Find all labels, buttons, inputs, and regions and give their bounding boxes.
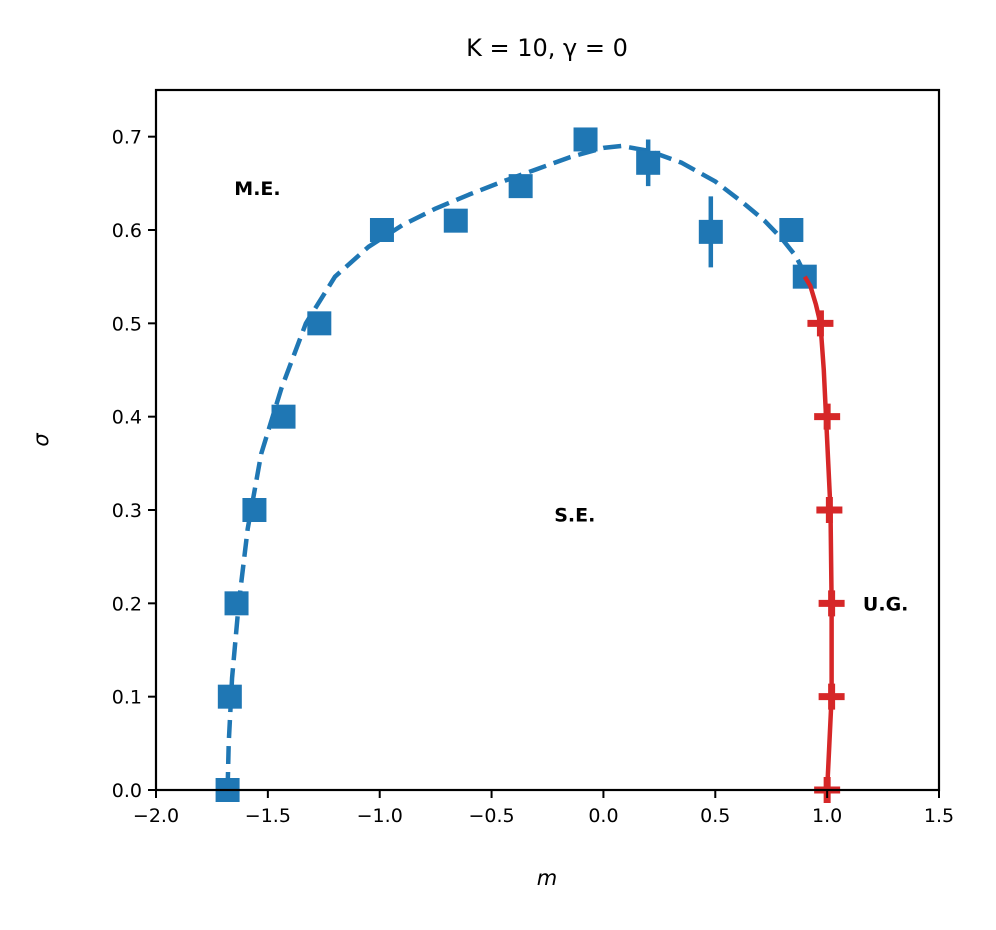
data-point (369, 218, 394, 242)
region-label: M.E. (234, 178, 280, 200)
chart-title: K = 10, γ = 0 (466, 34, 628, 62)
data-point (818, 590, 845, 617)
x-tick-label: −1.0 (357, 805, 403, 827)
x-tick-label: 0.5 (700, 805, 730, 827)
data-layer (215, 127, 845, 803)
data-point (814, 403, 841, 430)
fit-curve (802, 275, 834, 791)
data-point (698, 219, 723, 244)
x-axis-label: m (537, 866, 557, 890)
y-tick-label: 0.7 (112, 127, 142, 149)
data-point (224, 591, 249, 616)
x-tick-label: −1.5 (245, 805, 291, 827)
region-annotations: M.E. S.E. U.G. (234, 178, 908, 615)
y-tick-label: 0.6 (112, 220, 142, 242)
data-point (443, 208, 468, 233)
x-tick-label: 1.5 (924, 805, 954, 827)
plot-frame (154, 88, 941, 792)
data-point (816, 497, 843, 523)
y-tick-label: 0.5 (112, 313, 142, 335)
data-point (307, 311, 332, 336)
data-point (242, 498, 267, 522)
data-point (636, 150, 661, 175)
series-1 (802, 275, 845, 803)
data-point (807, 310, 834, 337)
data-point (271, 404, 296, 429)
y-tick-label: 0.2 (112, 593, 142, 615)
y-tick-label: 0.1 (112, 687, 142, 709)
data-point (779, 218, 804, 242)
x-tick-label: 0.0 (588, 805, 618, 827)
y-axis-label: σ (29, 433, 53, 447)
y-tick-label: 0.4 (112, 407, 142, 429)
data-point (573, 127, 598, 152)
y-tick-label: 0.3 (112, 500, 142, 522)
y-axis: 0.0 0.1 0.2 0.3 0.4 0.5 0.6 0.7 (112, 127, 156, 802)
x-tick-label: −2.0 (133, 805, 179, 827)
data-point (217, 684, 242, 709)
series-0 (215, 127, 817, 802)
region-label: U.G. (863, 593, 908, 615)
x-axis: −2.0 −1.5 −1.0 −0.5 0.0 0.5 1.0 1.5 (133, 790, 954, 827)
region-label: S.E. (554, 505, 595, 527)
data-point (818, 683, 845, 710)
data-point (508, 174, 533, 199)
x-tick-label: 1.0 (812, 805, 842, 827)
y-tick-label: 0.0 (112, 780, 142, 802)
x-tick-label: −0.5 (469, 805, 515, 827)
